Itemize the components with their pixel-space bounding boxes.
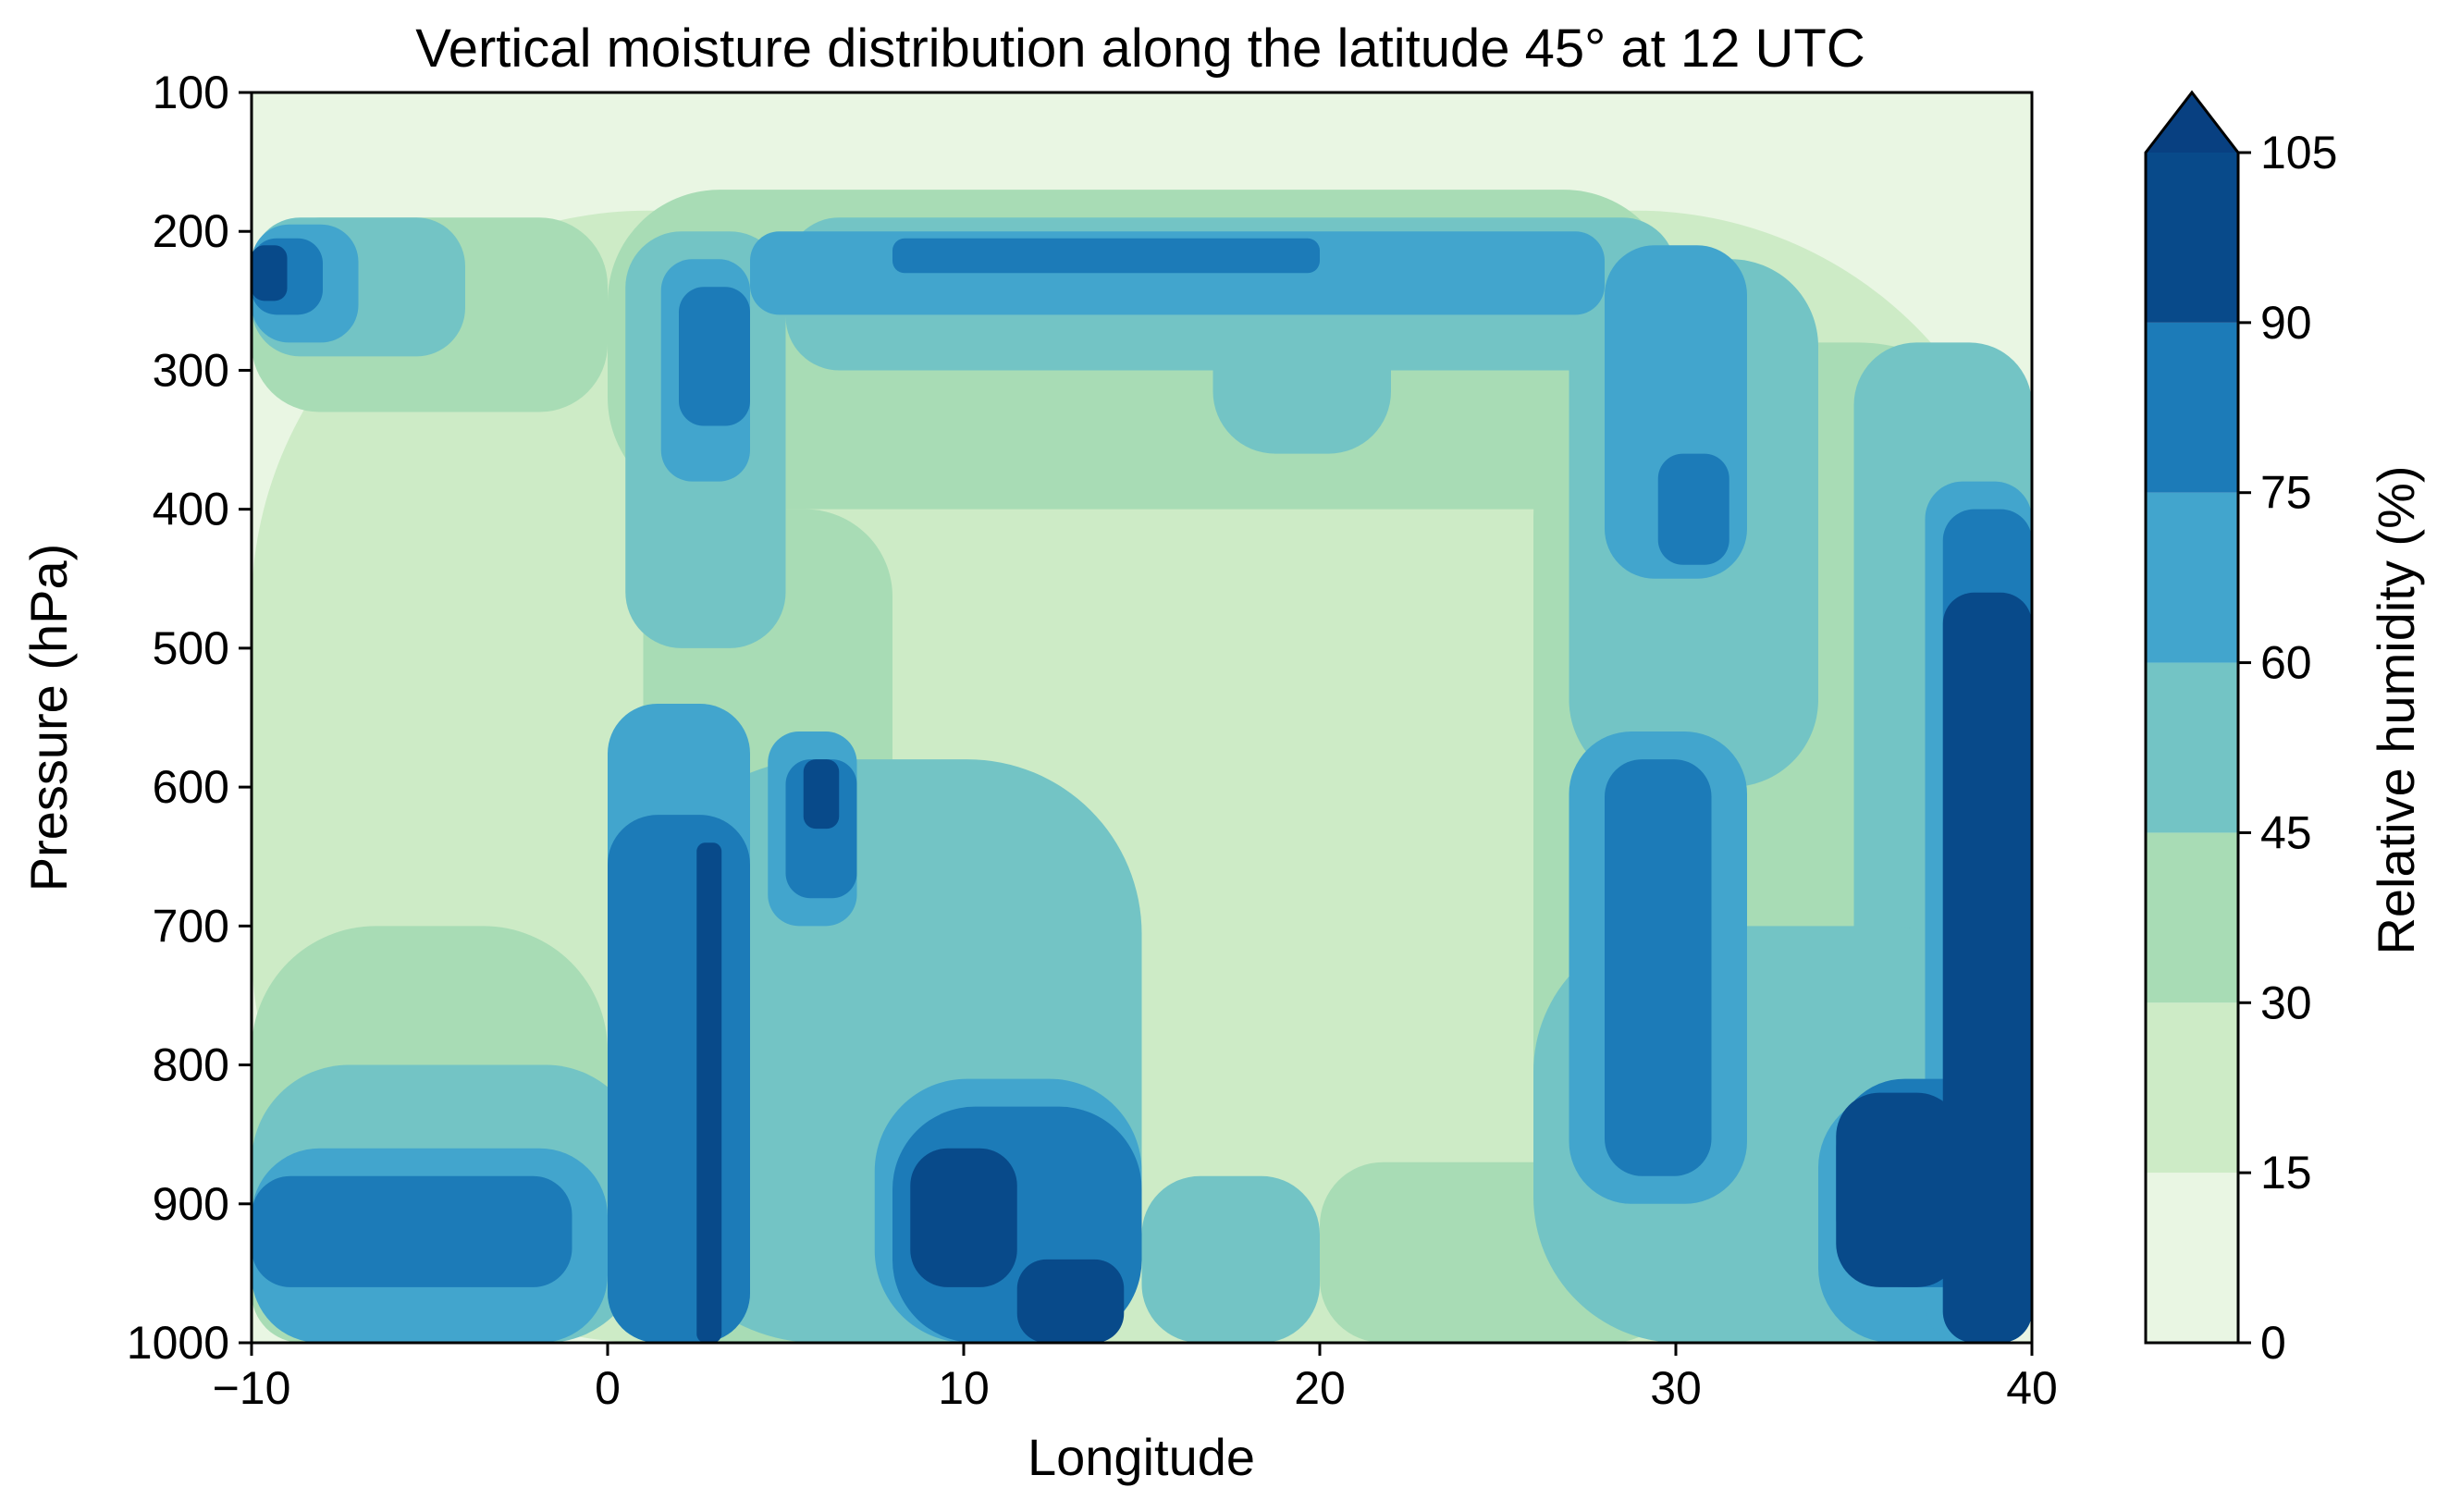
plot-frame <box>250 91 2034 1345</box>
x-tick-label: −10 <box>213 1362 291 1414</box>
y-tick-label: 900 <box>153 1178 229 1230</box>
colorbar-tick-label: 75 <box>2260 467 2312 519</box>
colorbar-band-4 <box>2146 492 2238 663</box>
humidity-field <box>252 92 2032 1343</box>
y-tick-label: 200 <box>153 205 229 257</box>
colorbar: 0 15 30 45 60 75 90 105 <box>2144 90 2337 1369</box>
contour-region-level-6 <box>252 245 288 301</box>
x-tick-label: 30 <box>1650 1362 1702 1414</box>
colorbar-tick-label: 60 <box>2260 637 2312 689</box>
y-tick-label: 500 <box>153 622 229 674</box>
y-axis: 100 200 300 400 500 600 700 800 900 1000 <box>127 67 252 1369</box>
x-tick-label: 10 <box>938 1362 990 1414</box>
colorbar-band-3 <box>2146 662 2238 833</box>
contour-region-level-5 <box>679 287 750 426</box>
y-tick-label: 1000 <box>127 1317 229 1369</box>
x-tick-label: 20 <box>1294 1362 1346 1414</box>
contour-region-level-6 <box>1016 1259 1125 1343</box>
contour-region-level-5 <box>1605 759 1712 1176</box>
contour-region-level-5 <box>608 815 750 1343</box>
colorbar-ticks: 0 15 30 45 60 75 90 105 <box>2238 127 2337 1369</box>
colorbar-tick-label: 15 <box>2260 1147 2312 1199</box>
y-tick-label: 700 <box>153 900 229 952</box>
x-tick-label: 40 <box>2006 1362 2058 1414</box>
contour-region-level-6 <box>1836 1092 1961 1287</box>
colorbar-tick-label: 90 <box>2260 297 2312 349</box>
colorbar-band-0 <box>2146 1173 2238 1343</box>
colorbar-band-1 <box>2146 1002 2238 1174</box>
colorbar-title: Relative humidity (%) <box>2367 465 2425 954</box>
colorbar-band-6 <box>2146 153 2238 323</box>
contour-region-level-5 <box>1657 453 1729 565</box>
contour-region-level-5 <box>892 238 1320 274</box>
plot-area <box>250 91 2034 1345</box>
y-tick-label: 100 <box>153 67 229 118</box>
colorbar-tick-label: 30 <box>2260 977 2312 1028</box>
colorbar-bands <box>2144 90 2240 1345</box>
colorbar-band-2 <box>2146 832 2238 1003</box>
y-tick-label: 400 <box>153 484 229 535</box>
x-tick-label: 0 <box>595 1362 621 1414</box>
colorbar-tick-label: 105 <box>2260 127 2337 178</box>
contour-region-level-6 <box>803 759 840 830</box>
contour-region-level-6 <box>910 1148 1017 1287</box>
y-tick-label: 300 <box>153 344 229 396</box>
y-tick-label: 600 <box>153 761 229 813</box>
y-axis-title: Pressure (hPa) <box>19 544 78 892</box>
contour-region-level-5 <box>252 1175 572 1287</box>
contour-region-level-6 <box>1942 592 2032 1343</box>
y-tick-label: 800 <box>153 1039 229 1091</box>
colorbar-tick-label: 0 <box>2260 1317 2286 1369</box>
contour-region-level-3 <box>1141 1175 1320 1343</box>
x-axis: −10 0 10 20 30 40 <box>213 1343 2058 1414</box>
x-axis-title: Longitude <box>1028 1428 1255 1486</box>
colorbar-outline <box>2144 90 2240 1345</box>
colorbar-band-5 <box>2146 322 2238 493</box>
contour-region-level-6 <box>696 842 722 1343</box>
colorbar-tick-label: 45 <box>2260 806 2312 858</box>
chart-title: Vertical moisture distribution along the… <box>415 18 1865 79</box>
colorbar-extend-arrow <box>2146 92 2238 153</box>
